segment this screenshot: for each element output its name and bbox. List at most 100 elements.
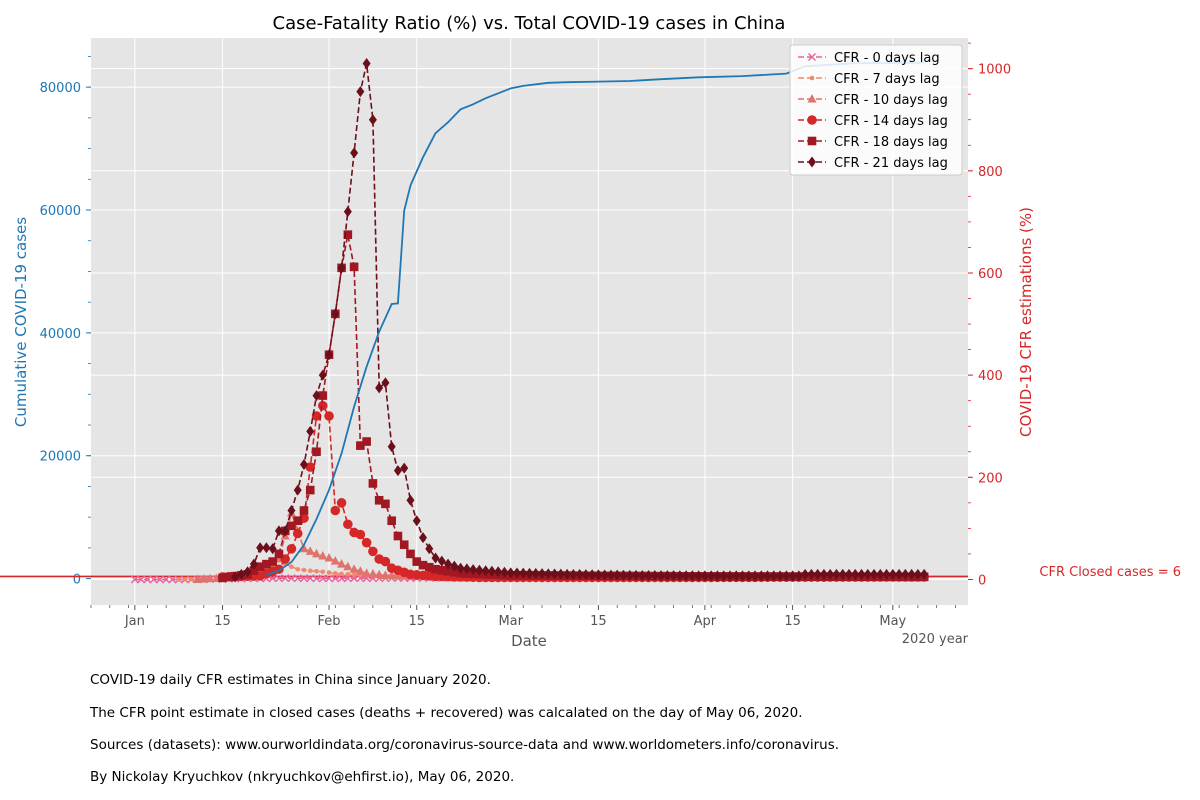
data-point-marker	[913, 568, 922, 580]
data-point-marker	[380, 570, 390, 579]
data-point-marker	[462, 563, 471, 575]
data-point-marker	[362, 568, 372, 577]
data-point-marker	[437, 565, 447, 575]
data-point-marker	[343, 206, 352, 218]
data-point-marker	[506, 567, 515, 579]
data-point-marker	[807, 115, 817, 125]
data-point-marker	[231, 571, 240, 583]
data-point-marker	[450, 568, 459, 577]
data-point-marker	[387, 570, 397, 580]
data-point-marker	[412, 515, 421, 527]
data-point-marker	[431, 564, 440, 574]
data-point-marker	[249, 558, 258, 570]
series-line	[222, 234, 925, 579]
data-point-marker	[237, 568, 246, 580]
data-point-marker	[425, 543, 434, 555]
right-axis-label: COVID-19 CFR estimations (%)	[1017, 207, 1035, 437]
caption-line-3: Sources (datasets): www.ourworldindata.o…	[90, 737, 840, 753]
data-point-marker	[318, 574, 327, 583]
data-point-marker	[349, 564, 359, 573]
data-point-marker	[807, 568, 816, 580]
data-point-marker	[688, 570, 697, 582]
marker-stroke	[331, 574, 340, 583]
left-tick-label: 60000	[40, 204, 81, 219]
caption-line-2: The CFR point estimate in closed cases (…	[90, 705, 803, 721]
data-point-marker	[331, 574, 340, 583]
data-point-marker	[663, 570, 672, 582]
data-point-marker	[149, 575, 158, 584]
data-point-marker	[469, 564, 478, 576]
cfr-series	[231, 58, 929, 583]
right-tick-label: 0	[978, 573, 986, 588]
data-point-marker	[355, 566, 365, 575]
data-point-marker	[851, 568, 860, 580]
data-point-marker	[205, 573, 215, 583]
data-point-marker	[330, 505, 341, 516]
data-point-marker	[744, 570, 753, 582]
marker-stroke	[343, 574, 352, 583]
left-tick-label: 40000	[40, 327, 81, 342]
data-point-marker	[531, 568, 540, 579]
data-point-marker	[375, 382, 384, 394]
data-point-marker	[306, 425, 315, 437]
legend-label: CFR - 0 days lag	[834, 51, 940, 66]
data-point-marker	[725, 570, 734, 582]
data-point-marker	[838, 568, 847, 580]
data-point-marker	[707, 570, 716, 582]
marker-stroke	[149, 575, 158, 584]
data-point-marker	[418, 560, 428, 570]
data-point-marker	[368, 546, 378, 557]
data-point-marker	[368, 479, 378, 488]
data-point-marker	[657, 570, 666, 582]
data-point-marker	[293, 484, 302, 496]
right-tick-label: 800	[978, 165, 1003, 180]
data-point-marker	[368, 569, 378, 578]
data-point-marker	[713, 570, 722, 582]
data-point-marker	[243, 566, 252, 578]
data-point-marker	[350, 147, 359, 159]
data-point-marker	[293, 574, 302, 583]
legend-label: CFR - 7 days lag	[834, 72, 940, 87]
data-point-marker	[650, 570, 659, 582]
data-point-marker	[324, 411, 334, 421]
marker-stroke	[350, 574, 359, 583]
data-point-marker	[299, 574, 308, 583]
right-tick-label: 1000	[978, 63, 1011, 78]
data-point-marker	[876, 568, 885, 580]
data-point-marker	[588, 569, 597, 581]
data-point-marker	[305, 485, 315, 495]
data-point-marker	[188, 576, 194, 582]
data-point-marker	[751, 570, 760, 582]
data-point-marker	[318, 550, 328, 560]
data-point-marker	[307, 568, 313, 574]
data-point-marker	[289, 564, 294, 569]
marker-stroke	[293, 574, 302, 583]
data-point-marker	[130, 575, 139, 584]
data-point-marker	[450, 560, 459, 572]
data-point-marker	[794, 570, 803, 582]
data-point-marker	[274, 525, 283, 537]
data-point-marker	[355, 529, 366, 540]
data-point-marker	[256, 542, 265, 554]
data-point-marker	[419, 532, 428, 544]
data-point-marker	[268, 543, 277, 555]
marker-stroke	[137, 575, 146, 584]
data-point-marker	[481, 565, 490, 577]
marker-stroke	[281, 574, 290, 583]
data-point-marker	[808, 156, 816, 168]
data-point-marker	[343, 230, 353, 239]
data-point-marker	[268, 557, 277, 566]
marker-stroke	[130, 575, 139, 584]
data-point-marker	[895, 568, 904, 580]
data-point-marker	[262, 542, 271, 554]
data-point-marker	[844, 568, 853, 580]
data-point-marker	[337, 559, 347, 568]
data-point-marker	[556, 568, 565, 580]
legend-item: CFR - 14 days lag	[798, 114, 948, 129]
data-point-marker	[325, 349, 334, 361]
data-point-marker	[362, 437, 371, 446]
data-point-marker	[813, 568, 822, 580]
data-point-marker	[575, 569, 584, 581]
data-point-marker	[631, 569, 640, 581]
data-point-marker	[306, 574, 315, 583]
